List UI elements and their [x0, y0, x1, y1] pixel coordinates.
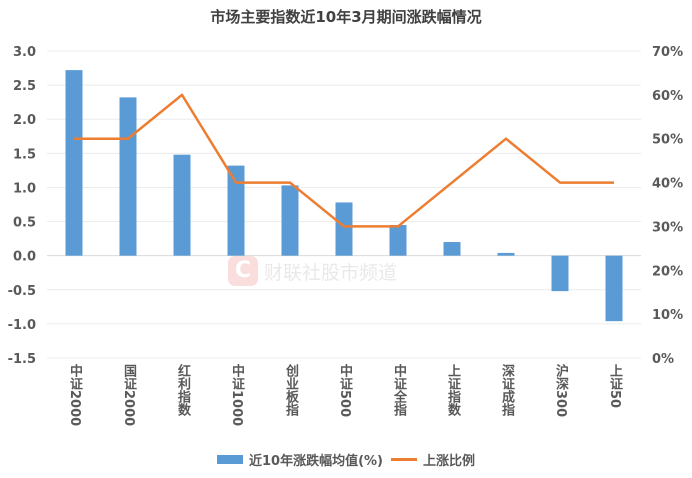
legend-bar-label: 近10年涨跌幅均值(%) [248, 454, 383, 469]
x-tick-label: 深证成指 [499, 364, 514, 416]
y2-tick-label: 10% [652, 308, 683, 323]
line-series [74, 93, 614, 228]
y2-tick-label: 60% [652, 89, 683, 104]
y2-tick-label: 50% [652, 133, 683, 148]
y-tick-label: 2.0 [13, 113, 36, 128]
x-tick-label: 创业板指 [283, 364, 298, 416]
chart-title: 市场主要指数近10年3月期间涨跌幅情况 [210, 8, 482, 26]
legend: 近10年涨跌幅均值(%) 上涨比例 [0, 450, 692, 469]
y2-tick-label: 70% [652, 45, 683, 60]
legend-line-swatch [390, 458, 417, 461]
x-tick-label: 上证指数 [445, 364, 460, 416]
y-tick-label: -0.5 [8, 284, 36, 299]
legend-bar-swatch [216, 455, 243, 464]
bar [173, 154, 191, 256]
x-tick-label: 国证2000 [121, 364, 136, 427]
y-tick-label: -1.5 [8, 352, 36, 367]
y2-tick-label: 30% [652, 220, 683, 235]
y-tick-label: 0.5 [13, 216, 36, 231]
bar [227, 165, 245, 256]
watermark-logo-icon: C [228, 256, 258, 286]
y-tick-label: -1.0 [8, 318, 36, 333]
y-tick-label: 1.0 [13, 181, 36, 196]
bar [119, 97, 137, 256]
bar [605, 255, 623, 322]
x-tick-label: 上证50 [607, 364, 622, 409]
x-tick-label: 中证全指 [391, 364, 406, 416]
x-tick-label: 中证1000 [229, 364, 244, 427]
bar [389, 224, 407, 256]
y-tick-label: 1.5 [13, 147, 36, 162]
x-tick-label: 中证2000 [67, 364, 82, 427]
y-tick-label: 0.0 [13, 250, 36, 265]
y-tick-label: 3.0 [13, 45, 36, 60]
x-tick-label: 红利指数 [175, 364, 190, 416]
bar [335, 202, 353, 256]
y2-tick-label: 20% [652, 264, 683, 279]
legend-line-label: 上涨比例 [422, 454, 475, 469]
watermark-text: 财联社股市频道 [264, 261, 398, 284]
bar [65, 70, 83, 256]
x-tick-label: 中证500 [337, 364, 352, 418]
x-tick-label: 沪深300 [553, 364, 568, 418]
bar [443, 242, 461, 256]
bar [551, 255, 569, 292]
y2-tick-label: 0% [652, 352, 674, 367]
y-tick-label: 2.5 [13, 79, 36, 94]
y2-tick-label: 40% [652, 177, 683, 192]
bar [281, 185, 299, 256]
watermark: C 财联社股市频道 [228, 256, 397, 286]
bar [497, 252, 515, 256]
